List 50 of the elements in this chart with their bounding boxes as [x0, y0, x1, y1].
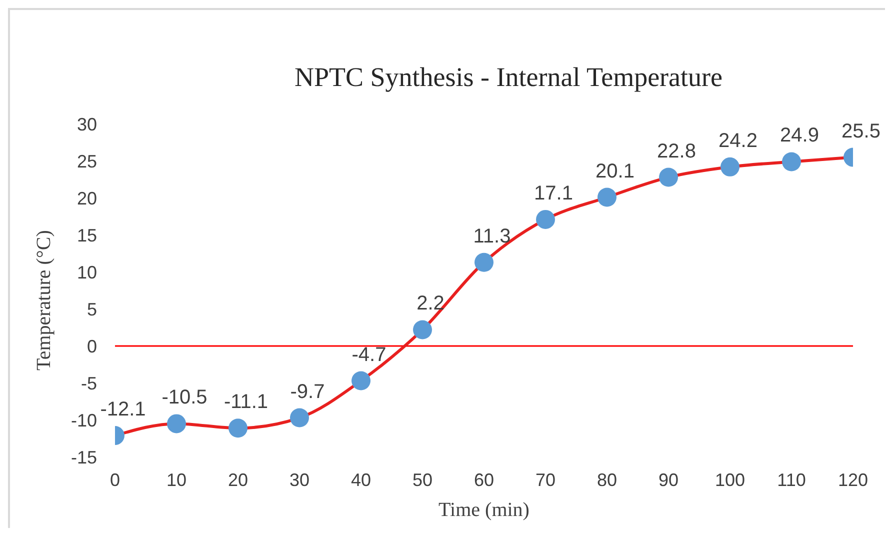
data-label: 2.2: [416, 292, 444, 315]
y-tick-label: 20: [76, 188, 97, 208]
data-label: 22.8: [657, 140, 696, 162]
x-tick-label: 10: [166, 470, 187, 490]
data-label: 17.1: [534, 182, 573, 204]
y-tick-label: 0: [86, 336, 97, 356]
x-tick-label: 20: [228, 470, 248, 490]
data-label: -11.1: [224, 391, 268, 414]
x-tick-label: 70: [535, 470, 556, 490]
y-tick-label: 25: [76, 151, 97, 172]
point: [413, 320, 432, 340]
x-tick-label: 0: [110, 470, 120, 490]
point: [228, 418, 248, 438]
data-label: -10.5: [162, 386, 208, 409]
point: [352, 371, 370, 390]
y-tick-label: 15: [76, 225, 97, 246]
point: [536, 210, 555, 229]
x-axis-title: Time (min): [438, 499, 530, 521]
x-tick-label: 110: [777, 470, 806, 490]
x-tick-label: 40: [350, 470, 372, 490]
data-label: -9.7: [290, 380, 325, 403]
point: [290, 408, 309, 428]
data-label: -12.1: [100, 398, 146, 421]
point: [167, 414, 186, 434]
point: [659, 168, 678, 187]
data-label: 20.1: [596, 160, 634, 182]
x-tick-label: 80: [596, 470, 618, 490]
data-label: 25.5: [842, 120, 880, 142]
point: [720, 157, 740, 176]
x-tick-label: 60: [474, 470, 494, 490]
point: [598, 188, 616, 207]
x-tick-label: 90: [658, 470, 679, 490]
x-tick-label: 30: [289, 470, 310, 490]
point: [474, 252, 494, 272]
y-tick-label: 30: [76, 114, 97, 134]
y-tick-label: -15: [70, 447, 97, 468]
chart-title: NPTC Synthesis - Internal Temperature: [293, 62, 724, 93]
data-label: -4.7: [352, 344, 386, 366]
y-tick-label: 10: [76, 262, 97, 282]
data-label: 24.9: [780, 124, 819, 147]
x-tick-label: 50: [412, 470, 433, 490]
data-label: 24.2: [718, 130, 758, 152]
point: [782, 152, 801, 172]
x-tick-label: 100: [714, 470, 746, 490]
y-tick-label: -5: [80, 373, 97, 394]
x-tick-label: 120: [838, 470, 868, 490]
y-axis-title: Temperature (°C): [33, 230, 56, 370]
y-tick-label: 5: [86, 299, 97, 320]
y-tick-label: -10: [70, 410, 97, 430]
data-label: 11.3: [473, 225, 511, 248]
